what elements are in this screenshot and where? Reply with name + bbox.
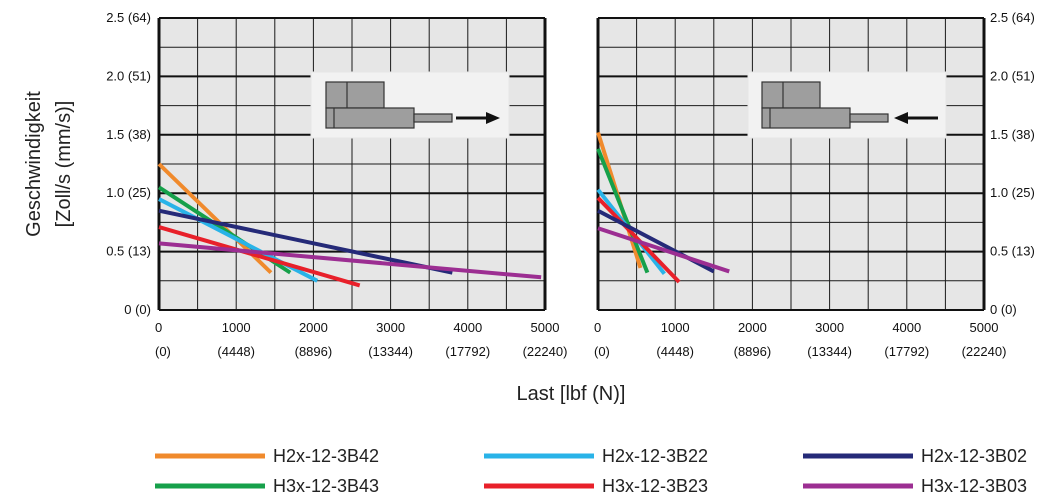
y-tick-label-right: 2.0 (51) [990,68,1035,83]
x-tick-label-newton: (0) [155,344,171,359]
x-tick-label-newton: (22240) [962,344,1007,359]
x-tick-label-newton: (22240) [523,344,568,359]
x-tick-label: 4000 [453,320,482,335]
x-tick-label-newton: (4448) [656,344,694,359]
x-tick-label-newton: (0) [594,344,610,359]
legend: H2x-12-3B42 H2x-12-3B22 H2x-12-3B02 H3x-12-… [155,446,1027,496]
y-tick-label: 0.5 (13) [106,244,151,259]
legend-label: H2x-12-3B42 [273,446,379,466]
x-tick-label: 5000 [970,320,999,335]
x-tick-label: 3000 [376,320,405,335]
y-axis-title-line2: [Zoll/s (mm/s)] [53,101,75,228]
x-tick-label: 1000 [222,320,251,335]
actuator-retract-icon [747,71,947,139]
x-tick-label: 4000 [892,320,921,335]
legend-label: H2x-12-3B02 [921,446,1027,466]
x-tick-label: 5000 [531,320,560,335]
x-tick-label-newton: (13344) [807,344,852,359]
y-tick-label: 2.0 (51) [106,68,151,83]
x-tick-label-newton: (17792) [884,344,929,359]
series-lines [157,131,730,288]
x-tick-label-newton: (17792) [445,344,490,359]
y-tick-label-right: 0 (0) [990,302,1017,317]
legend-label: H3x-12-3B03 [921,476,1027,496]
y-tick-label: 2.5 (64) [106,10,151,25]
x-tick-label-newton: (8896) [734,344,772,359]
series-line-h2x-12-3b02 [158,208,453,275]
x-tick-label: 0 [594,320,601,335]
y-tick-label: 0 (0) [124,302,151,317]
y-tick-label-right: 1.0 (25) [990,185,1035,200]
y-tick-label-right: 1.5 (38) [990,127,1035,142]
x-tick-label-newton: (8896) [295,344,333,359]
x-axis-title: Last [lbf (N)] [517,383,626,405]
y-axis-title-line1: Geschwindigkeit [23,91,45,237]
x-tick-label: 0 [155,320,162,335]
series-line-h3x-12-3b43 [596,148,650,274]
legend-label: H3x-12-3B23 [602,476,708,496]
y-tick-label-right: 2.5 (64) [990,10,1035,25]
x-tick-label: 3000 [815,320,844,335]
x-tick-label-newton: (13344) [368,344,413,359]
legend-label: H2x-12-3B22 [602,446,708,466]
x-tick-labels: 0 (0) 1000 (4448) 2000 (8896) 3000 (13344) 4000 (… [155,320,1006,359]
x-tick-label-newton: (4448) [217,344,255,359]
y-tick-label-right: 0.5 (13) [990,244,1035,259]
series-line-h3x-12-3b23 [158,225,361,288]
actuator-extend-icon [310,71,510,139]
legend-label: H3x-12-3B43 [273,476,379,496]
y-tick-label: 1.0 (25) [106,185,151,200]
y-tick-labels-right: 0 (0) 0.5 (13) 1.0 (25) 1.5 (38) 2.0 (51) 2.5… [990,10,1035,317]
y-tick-label: 1.5 (38) [106,127,151,142]
x-tick-label: 1000 [661,320,690,335]
y-tick-labels-left: 0 (0) 0.5 (13) 1.0 (25) 1.5 (38) 2.0 (51) 2.5… [106,10,151,317]
series-line-h3x-12-3b03 [597,226,730,274]
x-tick-label: 2000 [299,320,328,335]
x-tick-label: 2000 [738,320,767,335]
series-line-h3x-12-3b03 [158,241,542,280]
